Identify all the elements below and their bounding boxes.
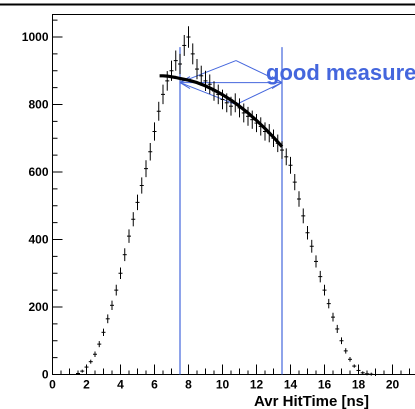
data-point — [326, 298, 331, 309]
x-tick-label: 6 — [151, 378, 158, 392]
data-point — [356, 368, 361, 372]
x-tick-label: 4 — [117, 378, 124, 392]
data-point — [284, 148, 289, 166]
data-point — [190, 43, 195, 65]
data-point — [360, 371, 365, 375]
data-point — [127, 229, 131, 243]
data-point — [186, 26, 191, 48]
x-tick-label: 8 — [185, 378, 192, 392]
data-point — [135, 194, 140, 211]
data-point — [122, 248, 127, 262]
x-tick-label: 16 — [318, 378, 332, 392]
x-axis: 02468101214161820222 — [49, 364, 410, 392]
data-point — [148, 142, 153, 161]
fit-curve — [159, 74, 284, 148]
data-point — [88, 359, 93, 364]
x-tick-label: 12 — [250, 378, 264, 392]
data-point — [195, 58, 199, 80]
data-point — [352, 364, 357, 368]
data-point — [114, 284, 119, 296]
data-point — [178, 53, 182, 75]
x-tick-label: 20 — [386, 378, 400, 392]
data-point — [309, 239, 314, 253]
y-tick-label: 1000 — [22, 30, 49, 44]
data-point — [301, 208, 306, 224]
x-axis-title: Avr HitTime [ns] — [254, 393, 369, 409]
data-point — [110, 300, 114, 311]
data-point — [297, 191, 301, 207]
y-tick-label: 600 — [28, 165, 48, 179]
data-point — [331, 312, 335, 322]
data-point — [292, 174, 297, 191]
data-point — [80, 369, 85, 373]
data-points — [76, 26, 378, 376]
data-point — [207, 74, 212, 95]
data-point — [76, 371, 80, 375]
data-point — [318, 270, 323, 283]
x-tick-label: 10 — [216, 378, 230, 392]
arrow-diagonal — [235, 82, 283, 106]
data-point — [339, 337, 344, 345]
y-axis: 0 200 400 600 800 1000 — [22, 19, 63, 382]
data-point — [165, 71, 170, 91]
y-tick-label: 0 — [42, 368, 49, 382]
y-tick-label: 400 — [28, 233, 48, 247]
data-point — [144, 160, 148, 178]
data-point — [152, 122, 157, 141]
data-point — [348, 356, 352, 362]
data-point — [314, 255, 318, 268]
data-point — [369, 372, 374, 376]
x-tick-label: 18 — [352, 378, 366, 392]
data-point — [161, 84, 165, 105]
fit-range-lines — [179, 47, 283, 375]
x-tick-label: 14 — [284, 378, 298, 392]
y-tick-label: 200 — [28, 300, 48, 314]
data-point — [365, 372, 369, 376]
data-point — [84, 365, 89, 369]
arrow-diagonal — [235, 60, 283, 84]
data-point — [322, 284, 327, 296]
data-point — [305, 226, 310, 240]
data-point — [156, 101, 161, 121]
data-point — [246, 106, 250, 126]
data-point — [280, 141, 284, 159]
data-point — [97, 341, 102, 348]
data-point — [335, 324, 340, 333]
x-tick-label: 0 — [49, 378, 56, 392]
data-point — [182, 34, 187, 56]
data-point — [173, 50, 178, 71]
x-tick-label: 2 — [83, 378, 90, 392]
plot-frame — [52, 14, 415, 375]
y-tick-label: 800 — [28, 98, 48, 112]
data-point — [288, 156, 293, 174]
data-point — [101, 328, 106, 337]
data-point — [118, 267, 123, 279]
data-point — [105, 314, 110, 324]
data-point — [139, 177, 144, 194]
annotation-label: good measurement range — [266, 60, 415, 85]
data-point — [373, 373, 378, 376]
data-point — [93, 351, 97, 357]
data-point — [131, 212, 136, 227]
data-point — [343, 348, 348, 354]
data-point — [241, 103, 246, 123]
